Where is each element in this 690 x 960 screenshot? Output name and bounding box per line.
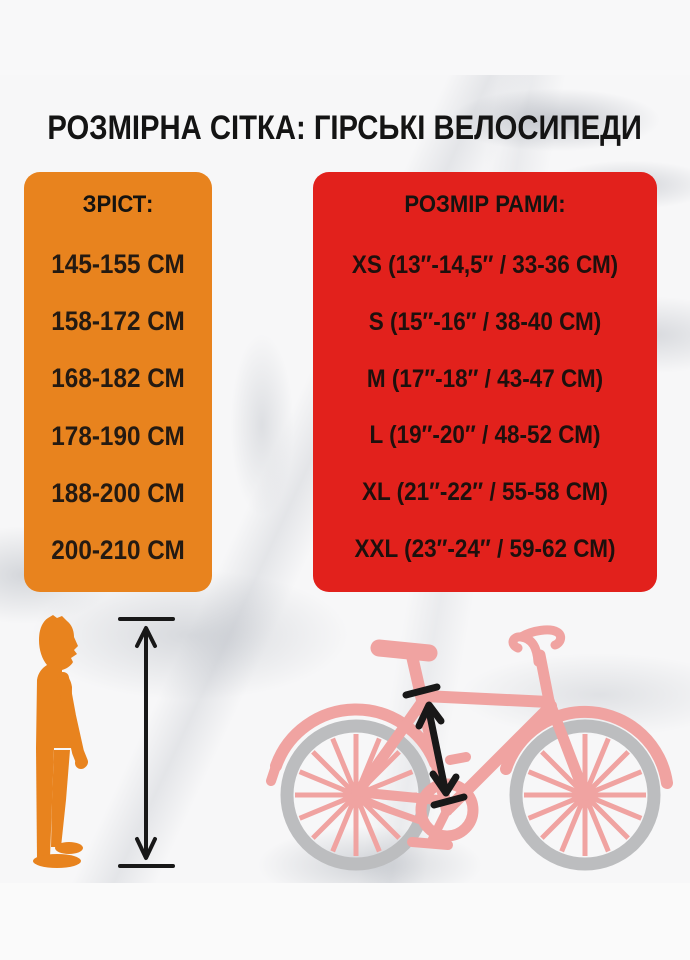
height-row-5: 188-200 СМ [51, 477, 185, 508]
height-row-6: 200-210 СМ [51, 534, 185, 565]
height-rows: 145-155 СМ 158-172 СМ 168-182 СМ 178-190… [24, 223, 212, 592]
height-row-4: 178-190 СМ [51, 420, 185, 451]
height-row-3: 168-182 СМ [51, 363, 185, 394]
bottom-band [0, 883, 690, 960]
frame-size-rows: XS (13″-14,5″ / 33-36 СМ) S (15″-16″ / 3… [313, 223, 657, 592]
frame-size-row-2: S (15″-16″ / 38-40 СМ) [368, 307, 602, 336]
frame-size-row-4: L (19″-20″ / 48-52 СМ) [369, 421, 601, 450]
legend-illustration [33, 615, 673, 871]
height-column-header: ЗРІСТ: [82, 191, 154, 218]
frame-size-column-header: РОЗМІР РАМИ: [404, 191, 566, 218]
height-column: ЗРІСТ: 145-155 СМ 158-172 СМ 168-182 СМ … [24, 172, 212, 592]
frame-size-row-1: XS (13″-14,5″ / 33-36 СМ) [351, 250, 619, 279]
bicycle-icon [266, 625, 673, 871]
frame-measure-arrow [402, 683, 468, 809]
top-band [0, 0, 690, 75]
page-title: РОЗМІРНА СІТКА: ГІРСЬКІ ВЕЛОСИПЕДИ [0, 104, 690, 152]
height-row-2: 158-172 СМ [51, 306, 185, 337]
frame-size-row-5: XL (21″-22″ / 55-58 СМ) [362, 478, 608, 507]
frame-size-row-6: XXL (23″-24″ / 59-62 СМ) [354, 535, 616, 564]
height-row-1: 145-155 СМ [51, 249, 185, 280]
height-measure-arrow [118, 617, 175, 868]
person-height-icon [33, 615, 88, 868]
page-title-text: РОЗМІРНА СІТКА: ГІРСЬКІ ВЕЛОСИПЕДИ [47, 108, 643, 147]
frame-size-column: РОЗМІР РАМИ: XS (13″-14,5″ / 33-36 СМ) S… [313, 172, 657, 592]
frame-size-row-3: M (17″-18″ / 43-47 СМ) [366, 364, 604, 393]
